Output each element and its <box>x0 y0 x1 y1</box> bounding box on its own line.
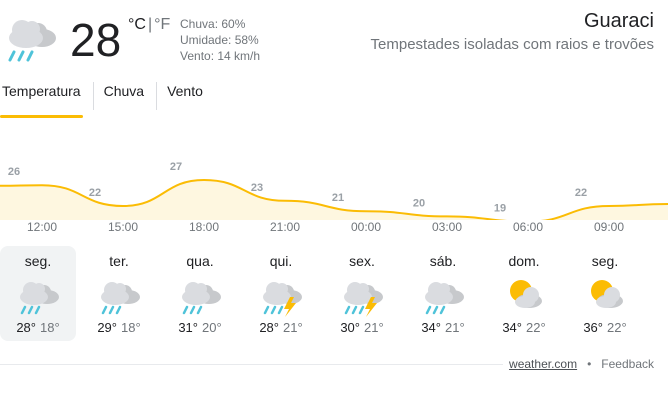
time-label: 06:00 <box>512 220 544 234</box>
day-name: ter. <box>109 253 129 269</box>
feedback-link[interactable]: Feedback <box>601 357 654 371</box>
day-high: 36° <box>583 320 603 335</box>
fahrenheit-unit[interactable]: °F <box>154 16 171 33</box>
unit-separator: | <box>147 16 153 33</box>
day-name: dom. <box>508 253 540 269</box>
precipitation: Chuva: 60% <box>180 17 246 31</box>
current-temperature: 28 <box>70 14 122 66</box>
footer-divider <box>0 364 654 365</box>
temperature-label: 27 <box>170 161 182 173</box>
day-high: 28° <box>259 320 279 335</box>
day-forecast[interactable]: seg. 28° 18° <box>0 246 76 341</box>
time-label: 03:00 <box>431 220 463 234</box>
tab-temperatura[interactable]: Temperatura <box>0 82 83 118</box>
rain-cloud-icon <box>20 282 59 315</box>
day-low: 20° <box>202 320 222 335</box>
partly-cloudy-icon <box>510 280 542 308</box>
time-label: 09:00 <box>593 220 625 234</box>
footer: weather.com • Feedback <box>503 357 654 371</box>
temperature-label: 26 <box>8 166 20 178</box>
temperature-label: 22 <box>89 187 101 199</box>
time-label: 00:00 <box>350 220 382 234</box>
temperature-label: 23 <box>251 182 263 194</box>
day-forecast[interactable]: qua. 31° 20° <box>162 246 238 341</box>
footer-separator: • <box>587 357 592 371</box>
day-low: 21° <box>445 320 465 335</box>
day-high: 30° <box>340 320 360 335</box>
day-forecast[interactable]: sáb. 34° 21° <box>405 246 481 341</box>
day-forecast[interactable]: seg. 36° 22° <box>567 246 643 341</box>
source-link[interactable]: weather.com <box>509 357 578 371</box>
day-name: seg. <box>591 253 619 269</box>
rain-cloud-icon <box>101 282 140 315</box>
daily-forecast: seg. 28° 18° ter. 29° 18° qua. 31° 20° qui. 28° 21°… <box>0 246 668 342</box>
day-temps: 36° 22° <box>567 320 643 335</box>
day-high: 28° <box>16 320 36 335</box>
chart-tabs: Temperatura Chuva Vento <box>0 82 215 118</box>
day-name: sáb. <box>429 253 457 269</box>
day-name: seg. <box>24 253 52 269</box>
partly-cloudy-icon <box>591 280 623 308</box>
day-low: 22° <box>526 320 546 335</box>
day-high: 34° <box>421 320 441 335</box>
celsius-unit[interactable]: °C <box>128 16 146 33</box>
day-name: sex. <box>349 253 375 269</box>
time-label: 18:00 <box>188 220 220 234</box>
day-high: 29° <box>97 320 117 335</box>
temperature-label: 22 <box>575 187 587 199</box>
rain-cloud-icon <box>425 282 464 315</box>
temperature-label: 19 <box>494 203 506 215</box>
day-name: qui. <box>269 253 293 269</box>
day-low: 22° <box>607 320 627 335</box>
temperature-area <box>0 180 668 220</box>
rain-cloud-icon <box>8 20 56 62</box>
day-temps: 28° 21° <box>243 320 319 335</box>
humidity: Umidade: 58% <box>180 33 259 47</box>
unit-toggle: °C | °F <box>128 16 170 34</box>
day-low: 18° <box>121 320 141 335</box>
day-low: 21° <box>283 320 303 335</box>
thunderstorm-icon <box>263 282 302 317</box>
day-temps: 31° 20° <box>162 320 238 335</box>
temperature-label: 21 <box>332 192 344 204</box>
condition-text: Tempestades isoladas com raios e trovões <box>370 36 654 53</box>
temperature-line <box>0 178 668 220</box>
day-forecast[interactable]: qui. 28° 21° <box>243 246 319 341</box>
day-forecast[interactable]: dom. 34° 22° <box>486 246 562 341</box>
day-high: 34° <box>502 320 522 335</box>
time-label: 12:00 <box>26 220 58 234</box>
day-temps: 34° 21° <box>405 320 481 335</box>
day-high: 31° <box>178 320 198 335</box>
day-forecast[interactable]: sex. 30° 21° <box>324 246 400 341</box>
tab-vento[interactable]: Vento <box>156 82 205 110</box>
time-axis: 12:00 15:00 18:00 21:00 00:00 03:00 06:00 09:00 <box>0 220 668 236</box>
tab-chuva[interactable]: Chuva <box>92 82 146 110</box>
day-temps: 29° 18° <box>81 320 157 335</box>
rain-cloud-icon <box>182 282 221 315</box>
thunderstorm-icon <box>344 282 383 317</box>
day-low: 21° <box>364 320 384 335</box>
location-name: Guaraci <box>583 10 654 32</box>
time-label: 21:00 <box>269 220 301 234</box>
time-label: 15:00 <box>107 220 139 234</box>
day-temps: 34° 22° <box>486 320 562 335</box>
day-temps: 28° 18° <box>0 320 76 335</box>
day-low: 18° <box>40 320 60 335</box>
temperature-label: 20 <box>413 197 425 209</box>
weather-details: Chuva: 60% Umidade: 58% Vento: 14 km/h <box>180 16 260 64</box>
wind: Vento: 14 km/h <box>180 49 261 63</box>
day-forecast[interactable]: ter. 29° 18° <box>81 246 157 341</box>
day-name: qua. <box>186 253 214 269</box>
day-temps: 30° 21° <box>324 320 400 335</box>
temperature-chart: 26 22 27 23 21 20 19 22 <box>0 161 668 220</box>
